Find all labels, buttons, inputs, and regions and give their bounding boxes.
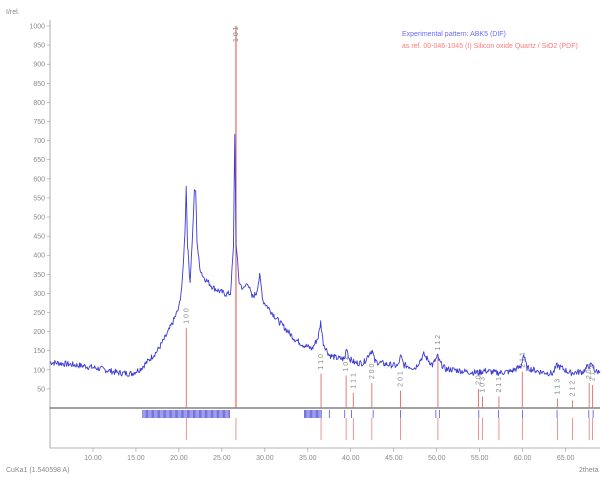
y-tick-label: 950 [33, 43, 45, 50]
y-tick-label: 350 [33, 272, 45, 279]
y-axis-label: I/rel. [6, 9, 20, 16]
y-tick-label: 800 [33, 100, 45, 107]
x-tick-label: 40.00 [342, 455, 360, 462]
reference-peak-label: 1 0 1 [233, 26, 240, 42]
reference-peak-label: 1 0 2 [343, 356, 350, 372]
y-tick-label: 150 [33, 348, 45, 355]
x-tick-label: 50.00 [428, 455, 446, 462]
x-tick-label: 30.00 [256, 455, 274, 462]
y-tick-label: 750 [33, 119, 45, 126]
experimental-pattern-line [49, 133, 601, 377]
y-tick-label: 450 [33, 234, 45, 241]
reference-peak-label: 2 1 1 [496, 377, 503, 393]
x-axis-label: 2theta [579, 467, 599, 474]
x-tick-label: 20.00 [170, 455, 188, 462]
experimental-pattern [49, 133, 601, 377]
x-tick-label: 35.00 [299, 455, 317, 462]
reference-peak-label: 2 0 2 [476, 369, 483, 385]
x-tick-label: 10.00 [84, 455, 102, 462]
x-tick-label: 65.00 [557, 455, 575, 462]
y-tick-label: 500 [33, 215, 45, 222]
reference-peak-label: 1 1 1 [350, 373, 357, 389]
reference-peak-label: 2 1 2 [569, 381, 576, 397]
x-tick-label: 55.00 [471, 455, 489, 462]
stick-pattern-markers [142, 410, 594, 440]
legend-entry: as ref. 00-046-1045 (I) Silicon oxide Qu… [402, 43, 578, 50]
y-tick-label: 200 [33, 329, 45, 336]
x-tick-label: 25.00 [213, 455, 231, 462]
y-tick-label: 300 [33, 291, 45, 298]
legend: Experimental pattern: ABK5 (DIF) as ref. … [402, 31, 578, 50]
y-tick-label: 250 [33, 310, 45, 317]
reference-peak-label: 1 1 3 [554, 379, 561, 395]
x-tick-label: 60.00 [514, 455, 532, 462]
reference-peak-label: 1 0 3 [480, 377, 487, 393]
y-tick-label: 550 [33, 195, 45, 202]
reference-peak-label: 1 1 0 [318, 354, 325, 370]
radiation-label: CuKa1 (1.540598 A) [6, 467, 69, 474]
chart-axes [49, 20, 600, 449]
y-tick-label: 1000 [29, 24, 45, 31]
y-tick-label: 400 [33, 253, 45, 260]
reference-peak-label: 2 0 3 [586, 363, 593, 379]
y-tick-label: 100 [33, 367, 45, 374]
x-tick-label: 15.00 [127, 455, 145, 462]
reference-peak-label: 1 0 0 [183, 308, 190, 324]
reference-peak-label: 2 0 0 [369, 363, 376, 379]
y-tick-label: 850 [33, 81, 45, 88]
y-axis-ticks: 50 100 150 200 250 300 350 400 450 500 550 600 650 70… [29, 24, 50, 393]
y-tick-label: 600 [33, 176, 45, 183]
y-tick-label: 700 [33, 138, 45, 145]
x-tick-label: 45.00 [385, 455, 403, 462]
reference-peak-label: 1 1 2 [435, 335, 442, 351]
y-tick-label: 50 [37, 386, 45, 393]
reference-peak-label: 2 1 2 [590, 365, 597, 381]
reference-peak-label: 2 0 1 [398, 371, 405, 387]
y-tick-label: 900 [33, 62, 45, 69]
legend-entry: Experimental pattern: ABK5 (DIF) [402, 31, 506, 38]
y-tick-label: 650 [33, 157, 45, 164]
x-axis-ticks: 10.00 15.00 20.00 25.00 30.00 35.00 40.00 45.00… [84, 448, 574, 462]
